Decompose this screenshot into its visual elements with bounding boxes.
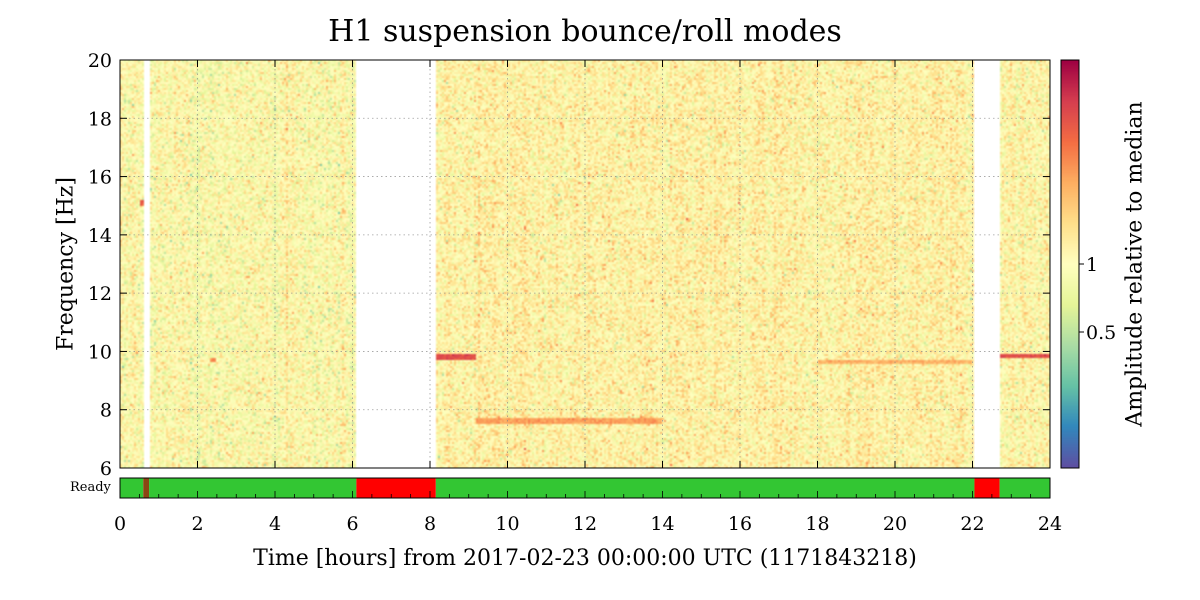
y-tick-label: 14 [88,225,112,247]
state-bar [119,477,1051,499]
state-segment-on [149,478,357,498]
colorbar-tick-label: 0.5 [1086,322,1116,344]
x-tick-label: 8 [424,513,436,535]
x-tick-label: 16 [728,513,752,535]
state-segment-on [435,478,975,498]
y-tick-label: 20 [88,50,112,72]
y-tick-label: 6 [100,458,112,480]
state-segment-off [974,478,1000,498]
x-tick-label: 24 [1038,513,1062,535]
colorbar-tick-label: 1 [1086,254,1098,276]
x-tick-label: 6 [346,513,358,535]
x-axis-label: Time [hours] from 2017-02-23 00:00:00 UT… [253,546,917,571]
state-segment-transition [143,478,150,498]
grid-lines [120,60,1050,468]
chart-title: H1 suspension bounce/roll modes [328,14,842,49]
x-tick-label: 12 [573,513,597,535]
colorbar-gradient [1061,60,1079,468]
x-tick-label: 10 [495,513,519,535]
x-tick-label: 2 [191,513,203,535]
state-segment-on [120,478,144,498]
colorbar-ticks: 0.51 [1079,254,1116,344]
x-tick-label: 14 [650,513,674,535]
y-tick-label: 12 [88,283,112,305]
y-tick-label: 8 [100,400,112,422]
state-bar-label: Ready [70,480,111,495]
x-tick-label: 0 [114,513,126,535]
x-tick-label: 22 [960,513,984,535]
state-segment-off [356,478,436,498]
y-tick-label: 18 [88,108,112,130]
x-tick-label: 18 [805,513,829,535]
x-tick-label: 4 [269,513,281,535]
state-segment-on [999,478,1050,498]
x-axis: 0 2 4 6 8 10 12 14 16 18 20 22 24 [114,60,1062,535]
y-tick-label: 16 [88,167,112,189]
y-tick-label: 10 [88,341,112,363]
x-tick-label: 20 [883,513,907,535]
y-axis: 6 8 10 12 14 16 18 20 [88,50,1050,480]
